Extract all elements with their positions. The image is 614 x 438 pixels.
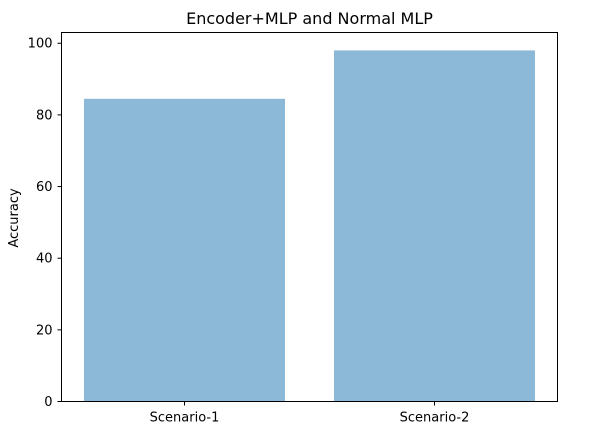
y-tick-label: 20	[36, 323, 53, 338]
y-tick-label: 80	[36, 108, 53, 123]
x-tick-label: Scenario-2	[400, 411, 470, 426]
x-axis: Scenario-1 Scenario-2	[150, 401, 470, 426]
bars-layer	[84, 50, 535, 402]
y-tick-label: 40	[36, 252, 53, 267]
y-axis: 0 20 40 60 80 100	[28, 37, 62, 410]
y-tick-label: 100	[28, 37, 53, 52]
y-tick-label: 0	[44, 395, 52, 410]
bar-scenario-1	[84, 98, 285, 402]
y-tick-label: 60	[36, 180, 53, 195]
y-axis-label: Accuracy	[7, 188, 22, 248]
chart-title: Encoder+MLP and Normal MLP	[186, 9, 433, 28]
plot-frame	[61, 32, 558, 402]
bar-scenario-2	[334, 50, 535, 402]
x-tick-label: Scenario-1	[150, 411, 220, 426]
